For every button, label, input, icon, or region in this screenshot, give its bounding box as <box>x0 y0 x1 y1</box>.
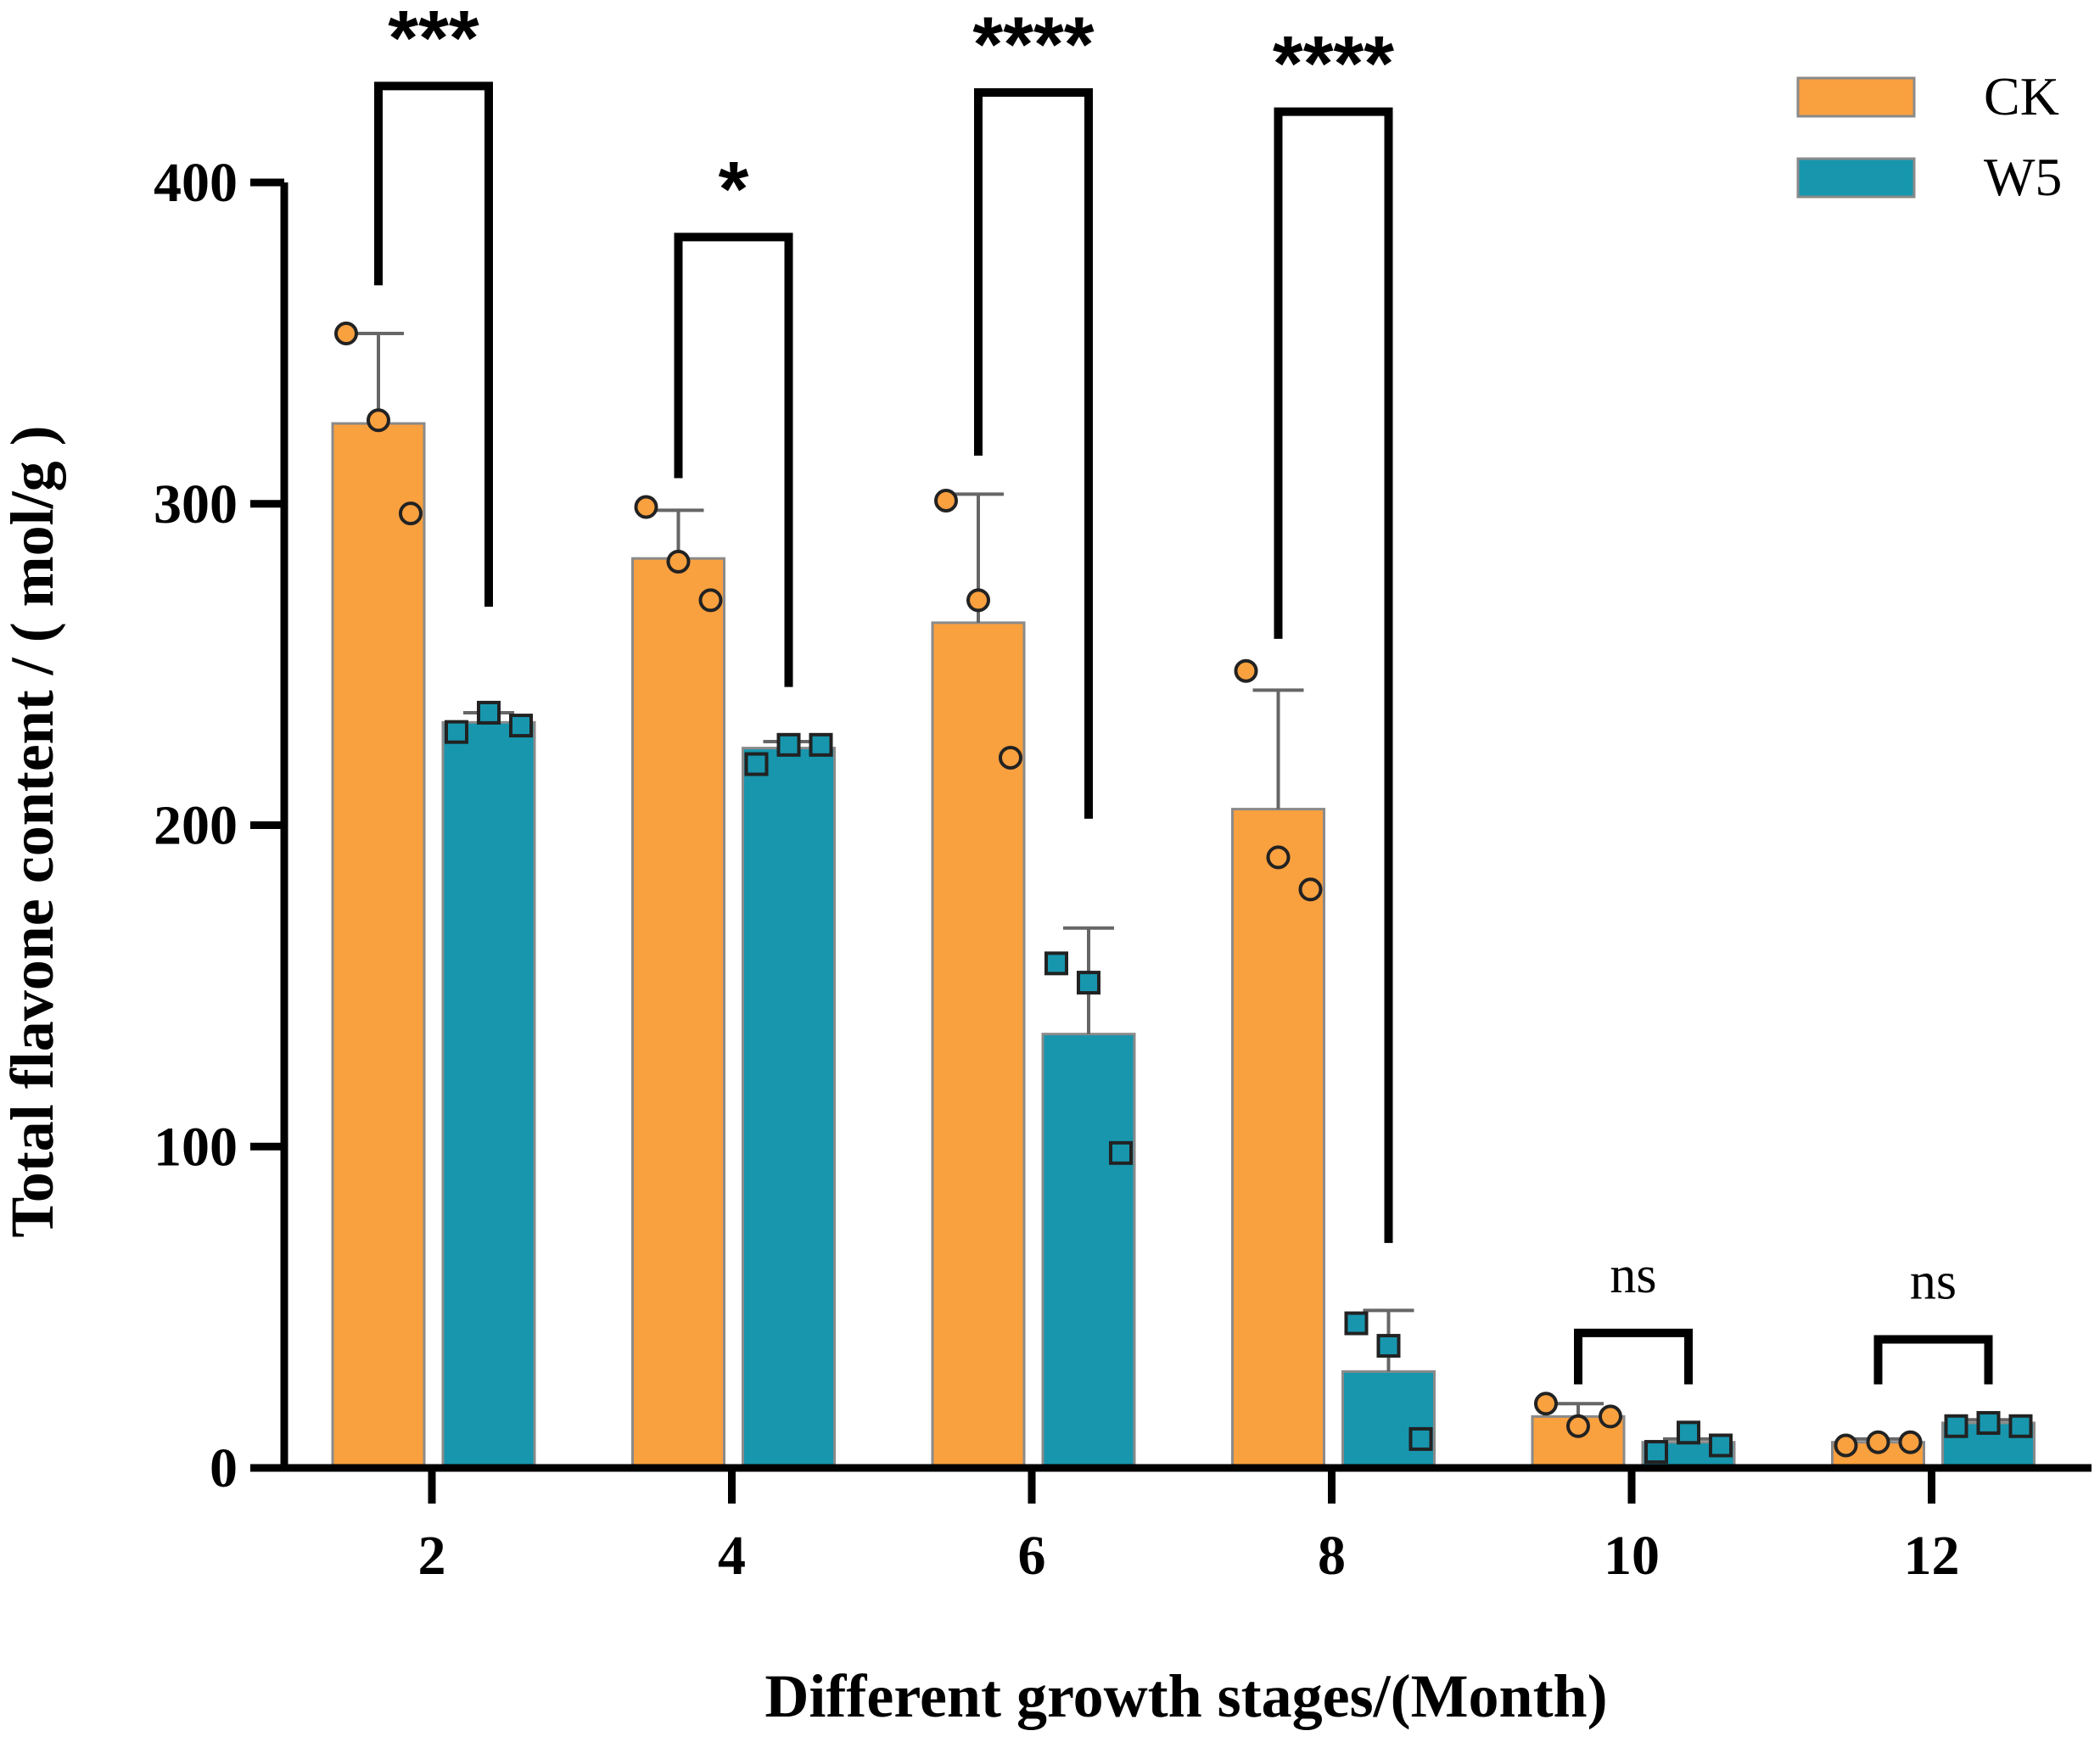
y-axis-title: Total flavone content / ( mol/g ) <box>0 425 66 1237</box>
point-w5-12-3 <box>2008 1414 2033 1438</box>
legend: CK W5 <box>1796 66 2062 207</box>
x-tick-label-10: 10 <box>1604 1525 1660 1587</box>
point-ck-8-1 <box>1234 658 1258 683</box>
significance-label-4: **** <box>1273 21 1394 108</box>
points-layer <box>334 322 2033 1465</box>
bar-w5-8 <box>1341 1370 1436 1470</box>
point-w5-8-3 <box>1408 1426 1433 1451</box>
point-ck-6-3 <box>999 745 1022 770</box>
point-w5-2-1 <box>445 720 468 744</box>
significance-bracket-5 <box>1574 1328 1693 1385</box>
significance-bracket-2 <box>674 232 793 687</box>
legend-label-w5: W5 <box>1984 147 2062 207</box>
point-ck-12-3 <box>1898 1430 1923 1454</box>
significance-bracket-3 <box>974 87 1093 819</box>
x-tick-label-8: 8 <box>1318 1525 1346 1587</box>
significance-bracket-4 <box>1274 107 1393 1243</box>
point-ck-10-2 <box>1566 1414 1590 1438</box>
axes-layer: 0 100 200 300 400 2 4 6 8 10 12 <box>154 152 2092 1587</box>
point-w5-12-2 <box>1976 1410 2001 1435</box>
bar-ck-8 <box>1231 808 1325 1470</box>
bars-layer <box>331 422 2036 1470</box>
point-ck-12-1 <box>1834 1433 1858 1458</box>
point-ck-6-1 <box>934 488 958 513</box>
point-w5-6-2 <box>1077 971 1100 995</box>
x-axis-title: Different growth stages/(Month) <box>764 1662 1607 1730</box>
point-w5-6-1 <box>1044 951 1068 976</box>
point-w5-12-1 <box>1944 1414 1968 1438</box>
point-w5-4-2 <box>776 732 801 757</box>
point-ck-4-2 <box>666 549 691 574</box>
bar-w5-6 <box>1041 1033 1136 1470</box>
point-w5-2-2 <box>477 700 501 725</box>
point-ck-2-2 <box>367 408 390 433</box>
point-ck-2-3 <box>399 501 423 526</box>
error-bars-layer <box>353 332 2014 1442</box>
point-w5-6-3 <box>1109 1140 1133 1165</box>
point-w5-8-2 <box>1376 1334 1401 1358</box>
point-w5-4-1 <box>744 752 769 776</box>
y-tick-label-300: 300 <box>154 473 238 535</box>
legend-swatch-ck <box>1796 76 1916 118</box>
significance-label-6: ns <box>1910 1253 1957 1311</box>
point-w5-10-3 <box>1709 1433 1733 1458</box>
significance-label-1: *** <box>388 0 479 81</box>
point-w5-4-3 <box>809 732 833 757</box>
significance-layer: ******** ****ns ns <box>374 0 1993 1385</box>
point-ck-4-3 <box>698 588 723 613</box>
significance-label-3: **** <box>972 2 1094 88</box>
bar-ck-4 <box>631 557 725 1470</box>
significance-label-5: ns <box>1610 1246 1656 1304</box>
bar-w5-4 <box>742 747 836 1470</box>
point-ck-12-2 <box>1866 1430 1890 1454</box>
x-tick-label-2: 2 <box>418 1525 446 1587</box>
x-tick-label-6: 6 <box>1018 1525 1046 1587</box>
point-w5-8-1 <box>1344 1311 1369 1336</box>
y-tick-label-400: 400 <box>154 152 238 214</box>
point-w5-2-3 <box>509 714 533 738</box>
bar-ck-2 <box>331 422 426 1470</box>
point-ck-6-2 <box>966 588 990 613</box>
x-tick-label-4: 4 <box>718 1525 746 1587</box>
point-ck-4-1 <box>634 495 658 519</box>
point-ck-10-3 <box>1599 1404 1622 1429</box>
point-ck-8-3 <box>1298 877 1323 902</box>
y-tick-label-100: 100 <box>154 1116 238 1178</box>
legend-label-ck: CK <box>1984 66 2059 126</box>
significance-label-2: * <box>719 146 749 232</box>
legend-swatch-w5 <box>1796 157 1916 199</box>
point-w5-10-2 <box>1677 1420 1700 1445</box>
point-ck-2-1 <box>334 322 358 346</box>
y-tick-label-0: 0 <box>210 1437 238 1499</box>
point-ck-10-1 <box>1534 1392 1558 1416</box>
significance-bracket-6 <box>1873 1335 1993 1385</box>
x-tick-label-12: 12 <box>1904 1525 1960 1587</box>
point-ck-8-2 <box>1266 845 1291 870</box>
bar-w5-2 <box>441 720 536 1470</box>
significance-bracket-1 <box>374 81 493 607</box>
point-w5-10-1 <box>1644 1440 1668 1465</box>
y-tick-label-200: 200 <box>154 795 238 857</box>
